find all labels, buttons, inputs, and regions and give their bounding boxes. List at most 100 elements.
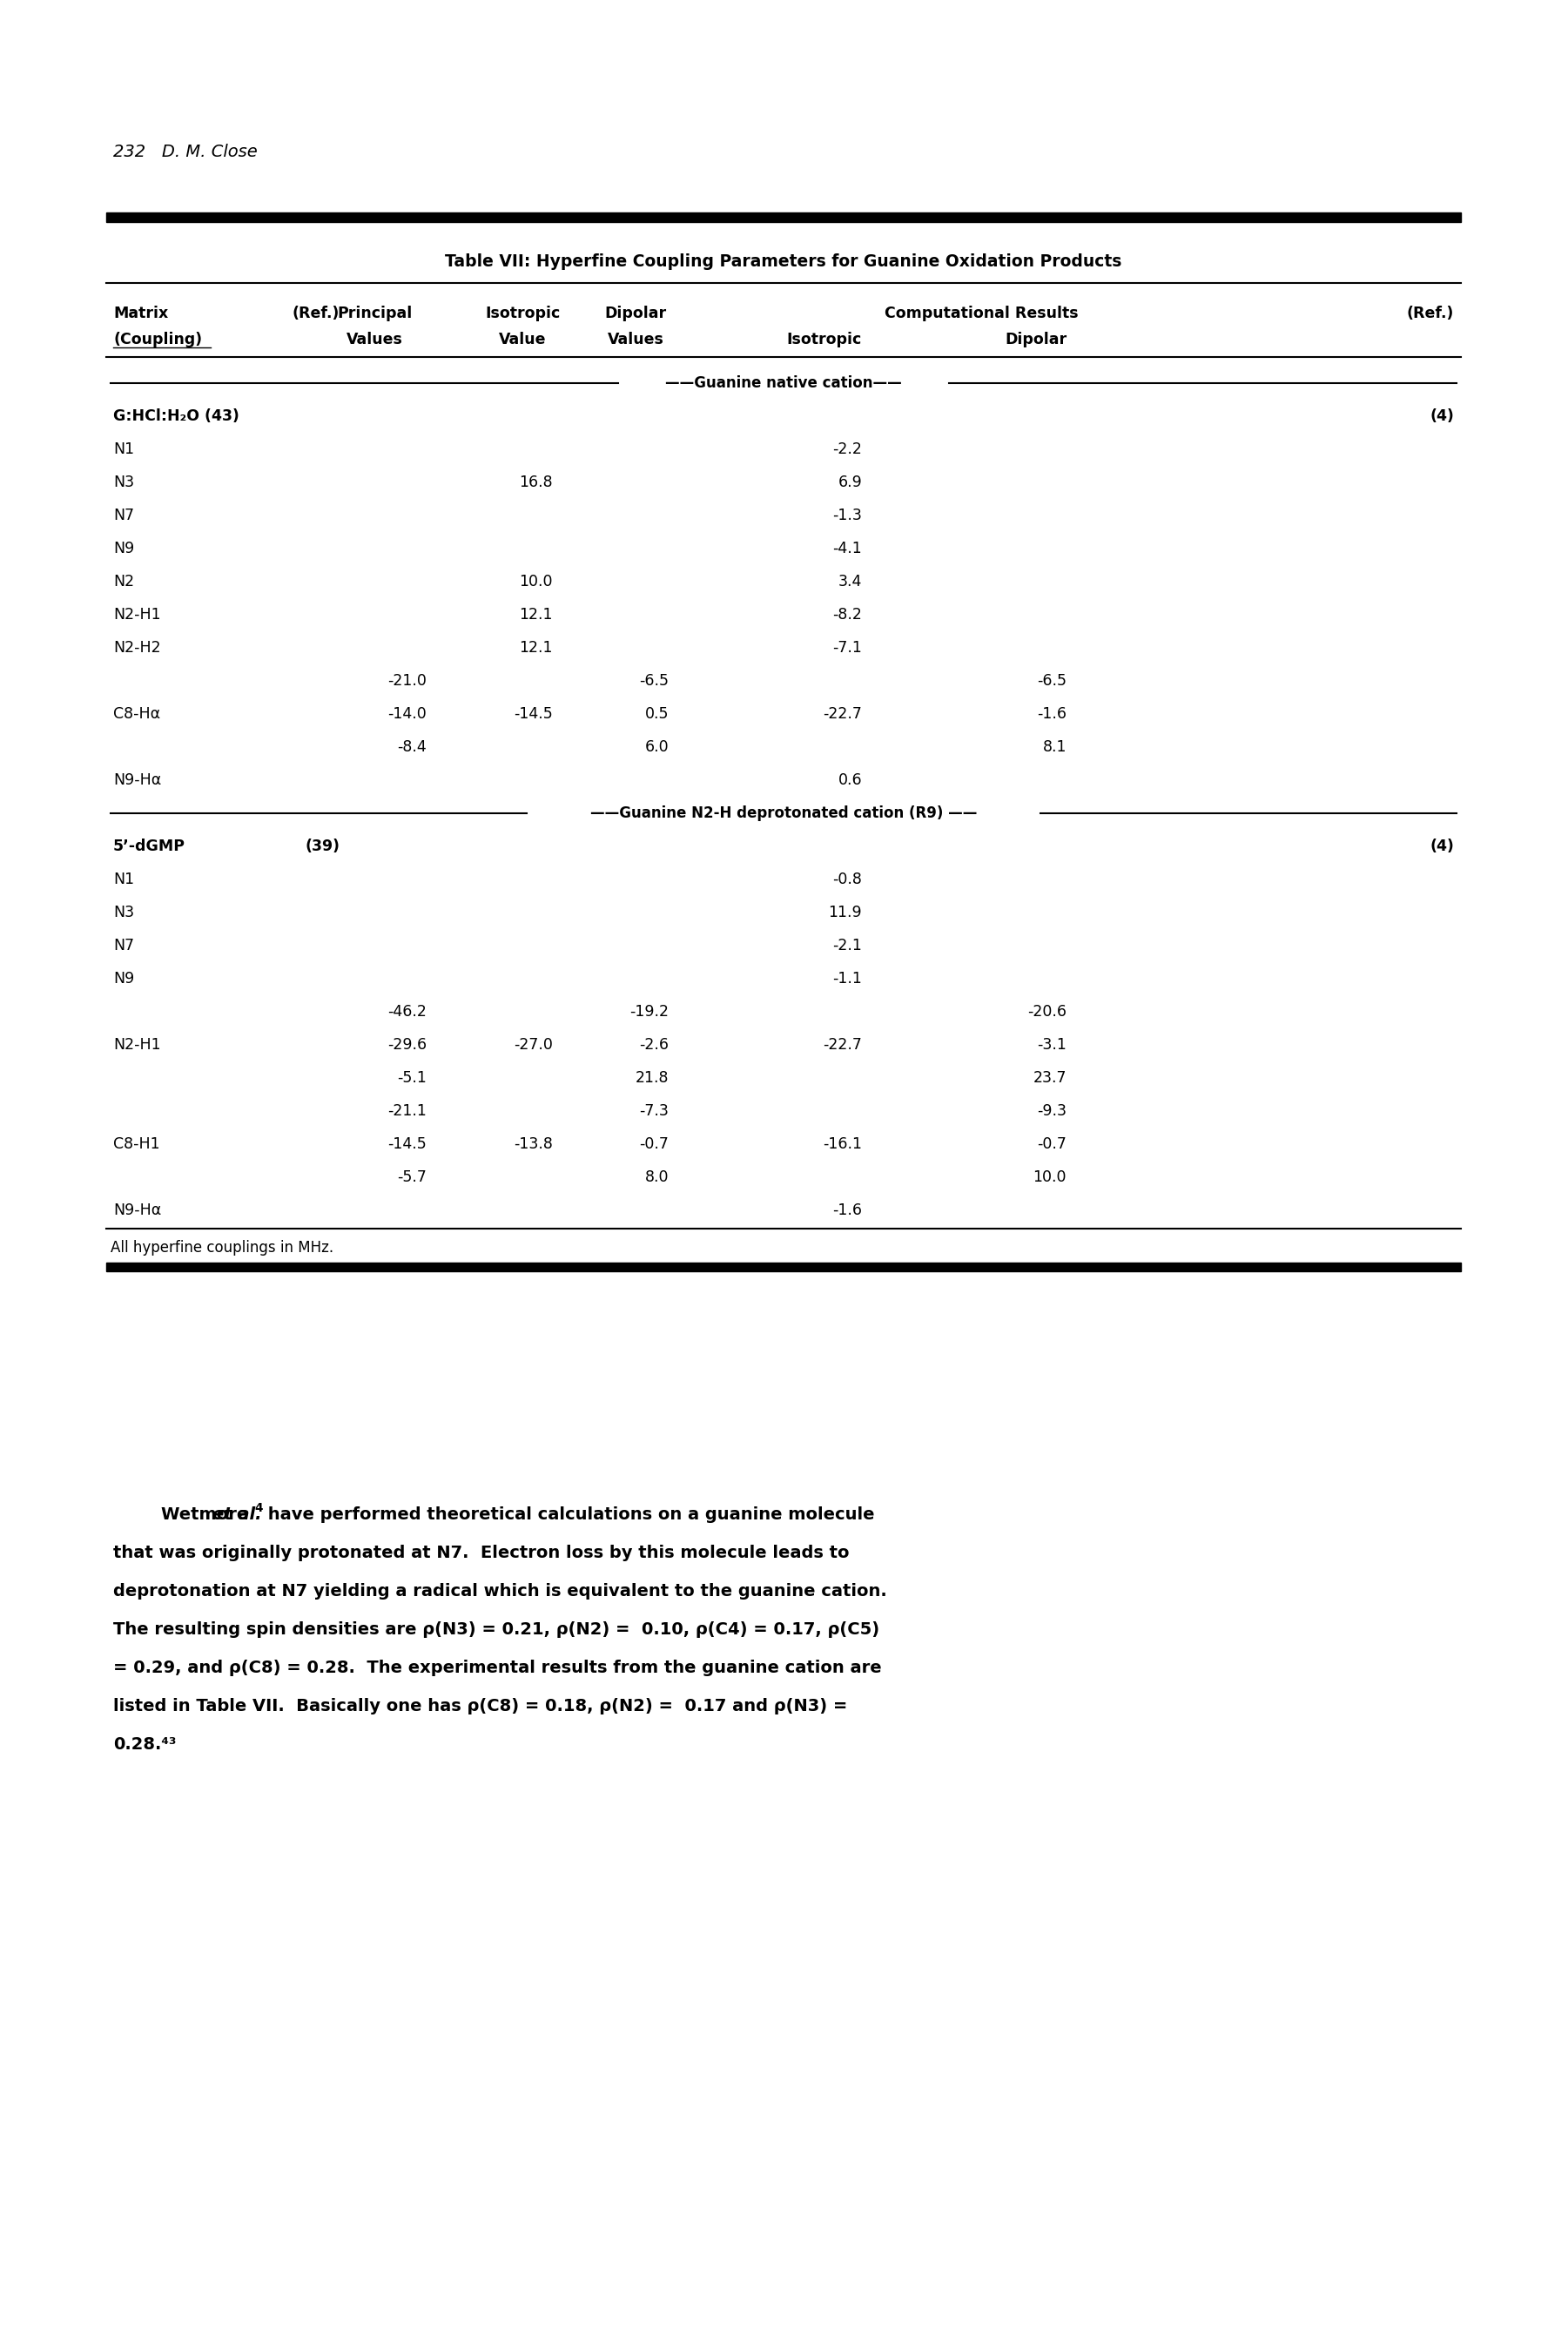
Text: -6.5: -6.5 [1036,672,1066,689]
Text: N2: N2 [113,574,135,590]
Text: Table VII: Hyperfine Coupling Parameters for Guanine Oxidation Products: Table VII: Hyperfine Coupling Parameters… [445,254,1123,270]
Text: -4.1: -4.1 [833,541,862,557]
Text: -22.7: -22.7 [823,705,862,722]
Text: -9.3: -9.3 [1036,1103,1066,1119]
Text: 10.0: 10.0 [1033,1168,1066,1185]
Text: Values: Values [607,331,663,348]
Text: -0.7: -0.7 [1036,1136,1066,1152]
Text: that was originally protonated at N7.  Electron loss by this molecule leads to: that was originally protonated at N7. El… [113,1545,850,1561]
Text: -8.4: -8.4 [397,738,426,755]
Text: 12.1: 12.1 [519,639,554,656]
Text: 0.6: 0.6 [837,773,862,788]
Text: 10.0: 10.0 [519,574,554,590]
Text: N9-Hα: N9-Hα [113,1201,162,1218]
Text: G:HCl:H₂O (43): G:HCl:H₂O (43) [113,409,240,423]
Text: Isotropic: Isotropic [485,306,560,322]
Text: deprotonation at N7 yielding a radical which is equivalent to the guanine cation: deprotonation at N7 yielding a radical w… [113,1582,887,1599]
Text: -2.1: -2.1 [833,938,862,955]
Text: = 0.29, and ρ(C8) = 0.28.  The experimental results from the guanine cation are: = 0.29, and ρ(C8) = 0.28. The experiment… [113,1660,881,1676]
Text: N9: N9 [113,971,135,987]
Text: ——Guanine N2-H deprotonated cation (R9) ——: ——Guanine N2-H deprotonated cation (R9) … [590,806,977,820]
Text: -19.2: -19.2 [629,1004,668,1020]
Text: -2.6: -2.6 [640,1037,668,1053]
Text: -21.1: -21.1 [387,1103,426,1119]
Text: Matrix: Matrix [113,306,168,322]
Text: -21.0: -21.0 [387,672,426,689]
Text: -1.6: -1.6 [833,1201,862,1218]
Text: N2-H1: N2-H1 [113,607,162,623]
Text: -46.2: -46.2 [387,1004,426,1020]
Text: 6.9: 6.9 [837,475,862,491]
Text: (4): (4) [1430,409,1454,423]
Text: 0.5: 0.5 [644,705,668,722]
Text: -7.1: -7.1 [833,639,862,656]
Text: -8.2: -8.2 [833,607,862,623]
Text: (Coupling): (Coupling) [113,331,202,348]
Text: -29.6: -29.6 [387,1037,426,1053]
Text: 8.0: 8.0 [644,1168,668,1185]
Bar [107,212,1461,221]
Text: -22.7: -22.7 [823,1037,862,1053]
Text: 8.1: 8.1 [1043,738,1066,755]
Text: -5.7: -5.7 [397,1168,426,1185]
Text: (Ref.): (Ref.) [292,306,339,322]
Text: N2-H1: N2-H1 [113,1037,162,1053]
Text: N2-H2: N2-H2 [113,639,162,656]
Bar [107,1262,1461,1272]
Text: Values: Values [347,331,403,348]
Text: -2.2: -2.2 [833,442,862,456]
Text: -20.6: -20.6 [1027,1004,1066,1020]
Text: Computational Results: Computational Results [884,306,1079,322]
Text: N9-Hα: N9-Hα [113,773,162,788]
Text: 21.8: 21.8 [635,1070,668,1086]
Text: 232   D. M. Close: 232 D. M. Close [113,143,257,160]
Text: -7.3: -7.3 [640,1103,668,1119]
Text: -13.8: -13.8 [514,1136,554,1152]
Text: N1: N1 [113,872,135,886]
Text: -1.6: -1.6 [1036,705,1066,722]
Text: N7: N7 [113,508,135,524]
Text: -0.8: -0.8 [833,872,862,886]
Text: N3: N3 [113,475,135,491]
Text: 12.1: 12.1 [519,607,554,623]
Text: 23.7: 23.7 [1033,1070,1066,1086]
Text: -14.5: -14.5 [514,705,554,722]
Text: have performed theoretical calculations on a guanine molecule: have performed theoretical calculations … [262,1507,875,1523]
Text: Dipolar: Dipolar [605,306,666,322]
Text: 0.28.⁴³: 0.28.⁴³ [113,1737,176,1754]
Text: -16.1: -16.1 [823,1136,862,1152]
Text: (39): (39) [304,839,340,853]
Text: listed in Table VII.  Basically one has ρ(C8) = 0.18, ρ(N2) =  0.17 and ρ(N3) =: listed in Table VII. Basically one has ρ… [113,1697,847,1714]
Text: 11.9: 11.9 [828,905,862,919]
Text: -27.0: -27.0 [514,1037,554,1053]
Text: Wetmore: Wetmore [162,1507,254,1523]
Text: -0.7: -0.7 [640,1136,668,1152]
Text: Isotropic: Isotropic [787,331,862,348]
Text: N1: N1 [113,442,135,456]
Text: ——Guanine native cation——: ——Guanine native cation—— [665,376,902,390]
Text: C8-H1: C8-H1 [113,1136,160,1152]
Text: 5’-dGMP: 5’-dGMP [113,839,185,853]
Text: (Ref.): (Ref.) [1406,306,1454,322]
Text: Value: Value [499,331,546,348]
Text: All hyperfine couplings in MHz.: All hyperfine couplings in MHz. [111,1239,334,1255]
Text: C8-Hα: C8-Hα [113,705,160,722]
Text: N7: N7 [113,938,135,955]
Text: 16.8: 16.8 [519,475,554,491]
Text: 6.0: 6.0 [644,738,668,755]
Text: 4: 4 [254,1502,263,1514]
Text: N9: N9 [113,541,135,557]
Text: -5.1: -5.1 [397,1070,426,1086]
Text: et al.: et al. [212,1507,262,1523]
Text: 3.4: 3.4 [837,574,862,590]
Text: -14.0: -14.0 [387,705,426,722]
Text: -3.1: -3.1 [1036,1037,1066,1053]
Text: N3: N3 [113,905,135,919]
Text: -1.1: -1.1 [833,971,862,987]
Text: (4): (4) [1430,839,1454,853]
Text: -6.5: -6.5 [640,672,668,689]
Text: Dipolar: Dipolar [1005,331,1066,348]
Text: The resulting spin densities are ρ(N3) = 0.21, ρ(N2) =  0.10, ρ(C4) = 0.17, ρ(C5: The resulting spin densities are ρ(N3) =… [113,1622,880,1639]
Text: -14.5: -14.5 [387,1136,426,1152]
Text: -1.3: -1.3 [833,508,862,524]
